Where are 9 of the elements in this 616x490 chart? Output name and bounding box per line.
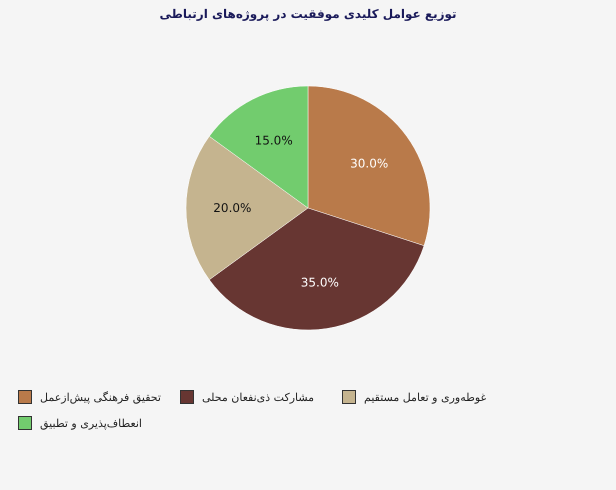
legend-label: مشارکت ذی‌نفعان محلی [202,390,314,404]
chart-title: توزیع عوامل کلیدی موفقیت در پروژه‌های ارتباطی [158,7,458,21]
data-label: 35.0% [300,276,339,290]
legend-label: انعطاف‌پذیری و تطبیق [40,416,142,430]
data-label: 15.0% [254,134,293,148]
data-label: 30.0% [350,156,388,171]
legend-label: غوطه‌وری و تعامل مستقیم [364,390,486,404]
data-label: 20.0% [213,201,252,215]
legend-label: تحقیق فرهنگی پیش‌ازعمل [40,390,161,404]
